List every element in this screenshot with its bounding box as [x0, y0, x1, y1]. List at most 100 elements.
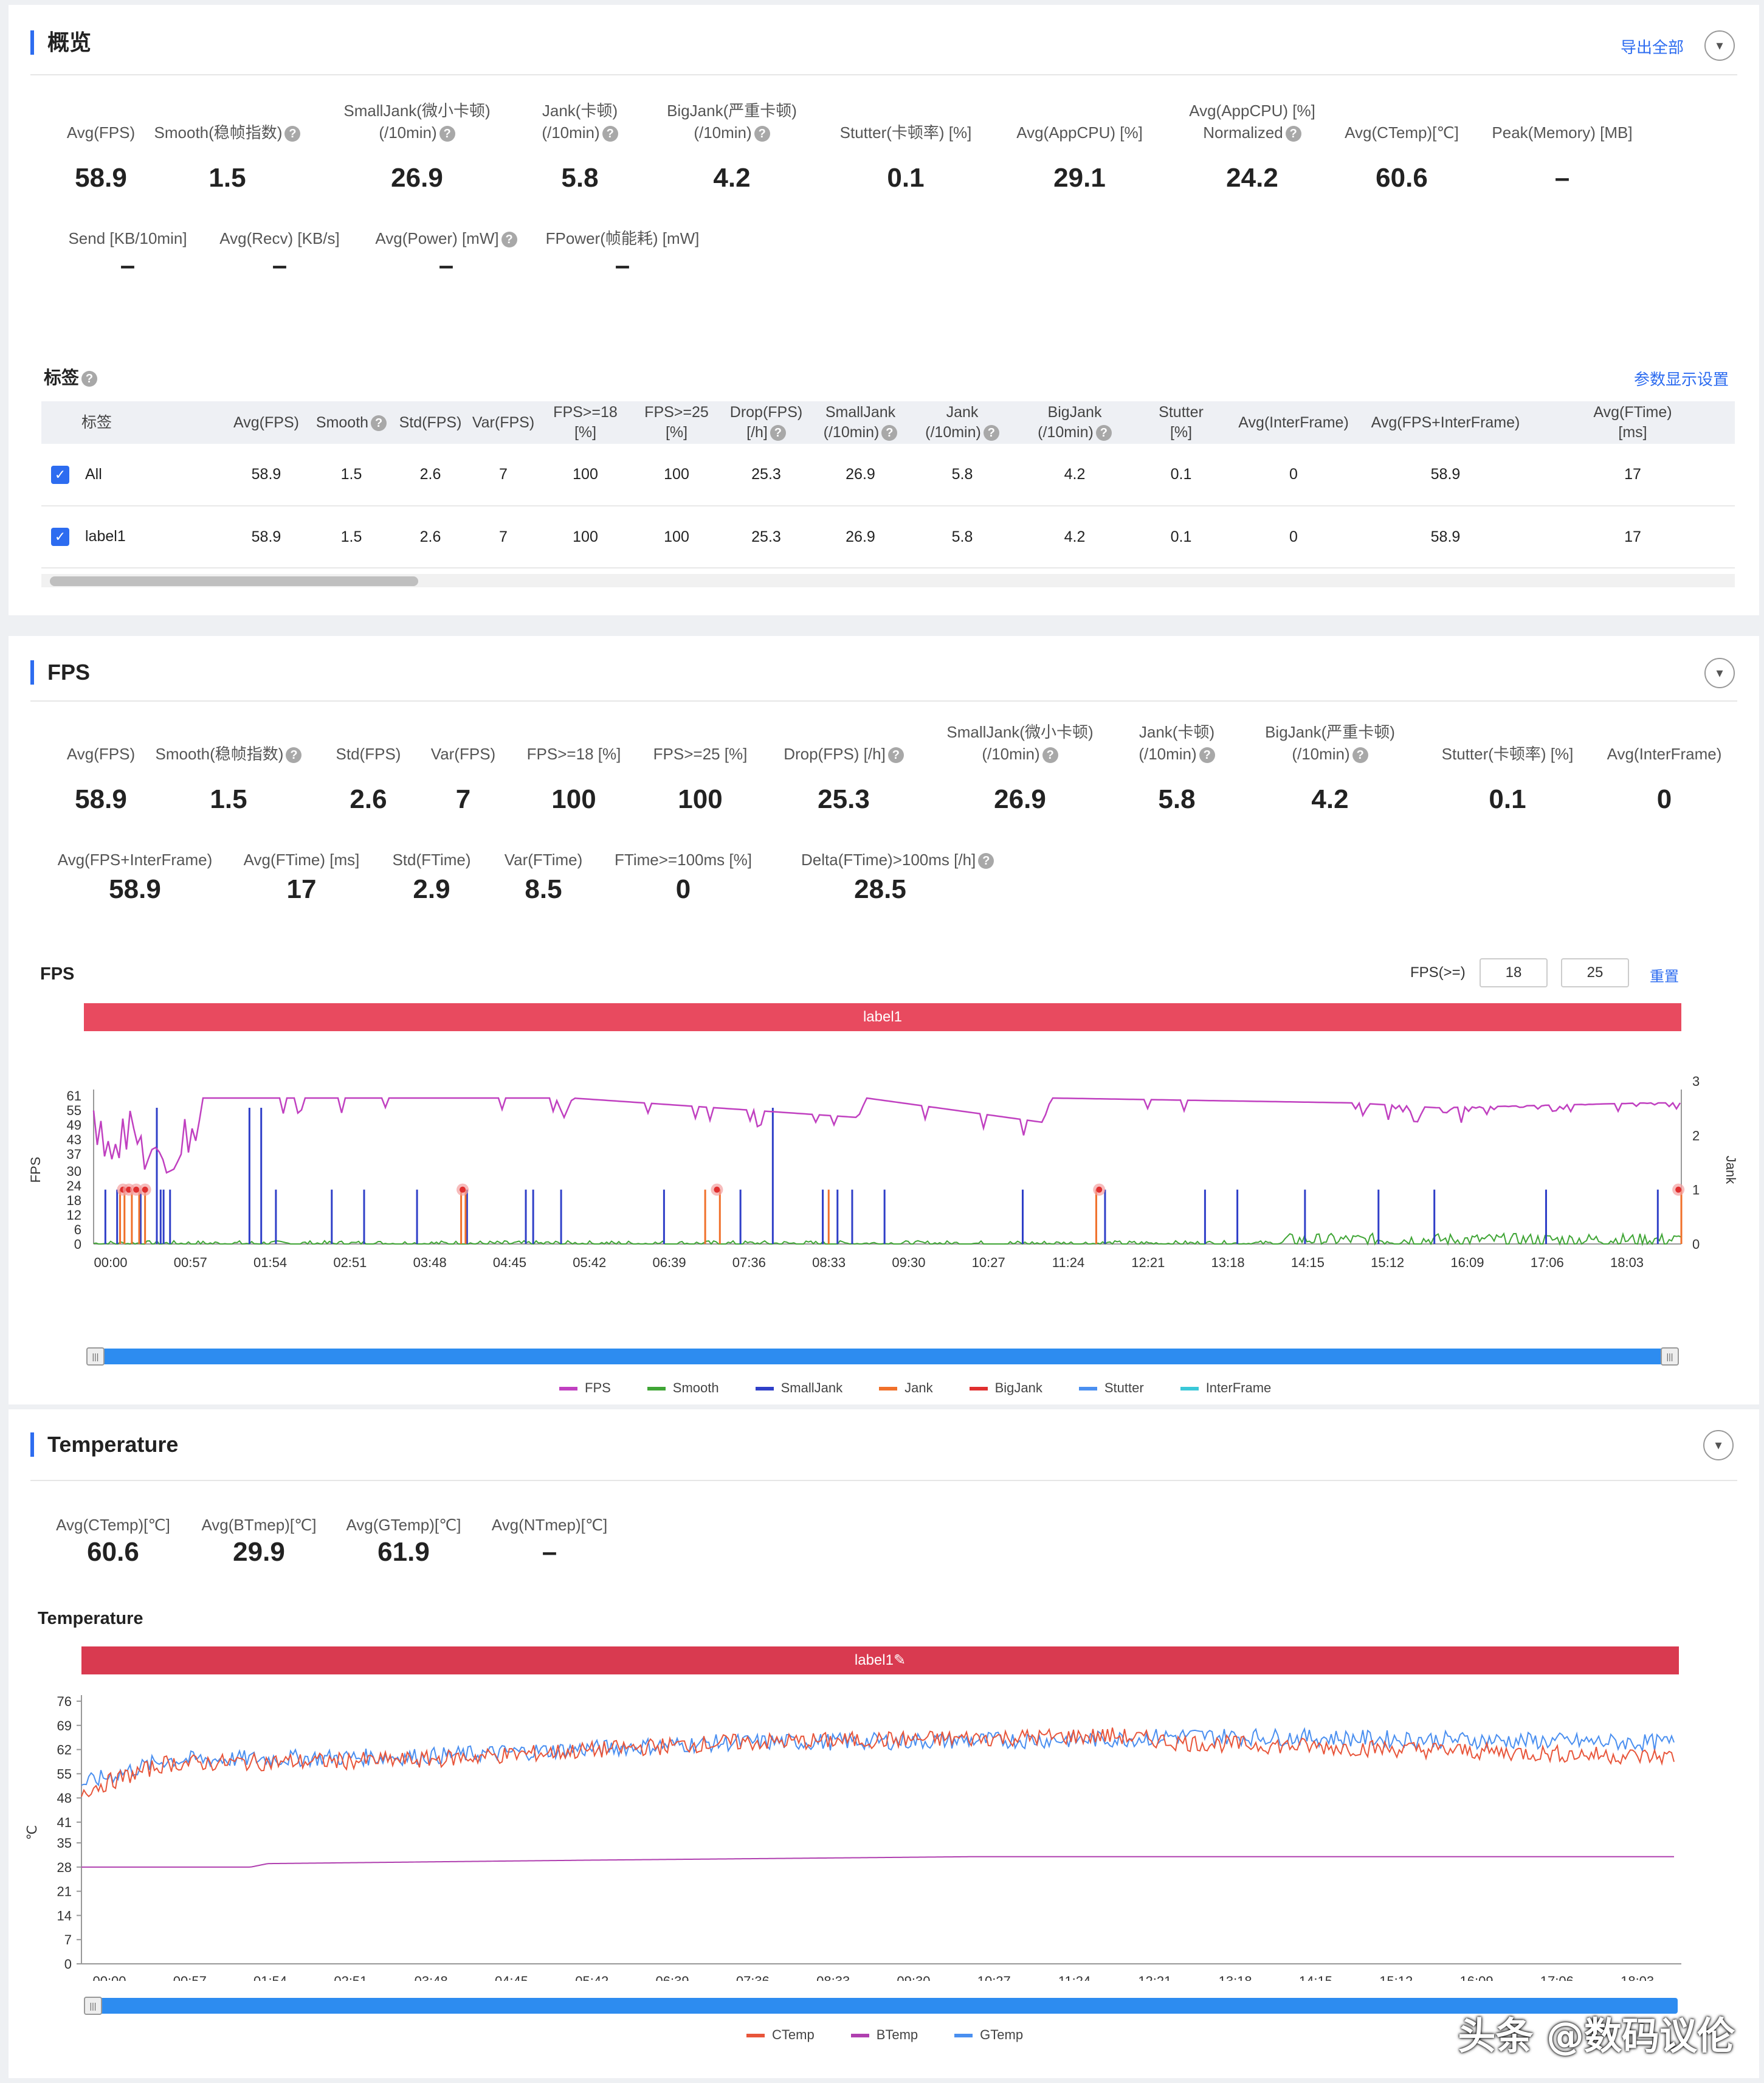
metric: Stutter(卡顿率) [%] 0.1 [827, 100, 985, 193]
threshold-input-18[interactable]: 18 [1480, 958, 1548, 987]
help-icon[interactable]: ? [1352, 747, 1368, 764]
section-title-temperature: Temperature [30, 1432, 178, 1457]
y-tick-label: 37 [67, 1147, 81, 1162]
help-icon[interactable]: ? [770, 425, 786, 441]
x-tick-label: 16:09 [1450, 1255, 1484, 1268]
help-icon[interactable]: ? [501, 232, 517, 248]
legend-item[interactable]: BigJank [969, 1380, 1042, 1396]
table-header: 标签 [41, 401, 224, 444]
threshold-input-25[interactable]: 25 [1561, 958, 1629, 987]
metric-label: Std(FTime) [392, 851, 471, 869]
checkbox[interactable]: ✓ [51, 465, 69, 484]
metric: FPS>=18 [%] 100 [495, 721, 653, 814]
legend-item[interactable]: CTemp [746, 2027, 815, 2043]
table-cell: 0 [1227, 506, 1360, 568]
legend-item[interactable]: GTemp [954, 2027, 1023, 2043]
x-tick-label: 00:57 [173, 1974, 207, 1981]
chevron-down-icon[interactable]: ▾ [1704, 658, 1735, 688]
table-scrollbar[interactable] [50, 576, 418, 586]
metric: Stutter(卡顿率) [%] 0.1 [1428, 721, 1587, 814]
pencil-icon[interactable]: ✎ [893, 1652, 906, 1668]
metric-label: Stutter(卡顿率) [%] [1441, 745, 1574, 763]
help-icon[interactable]: ? [1285, 126, 1301, 142]
checkbox[interactable]: ✓ [51, 528, 69, 546]
x-tick-label: 08:33 [816, 1974, 850, 1981]
help-icon[interactable]: ? [81, 371, 98, 387]
y-tick-label: 55 [67, 1103, 81, 1118]
param-settings-link[interactable]: 参数显示设置 [1634, 370, 1729, 389]
x-tick-label: 16:09 [1460, 1974, 1494, 1981]
help-icon[interactable]: ? [1095, 425, 1112, 441]
help-icon[interactable]: ? [286, 747, 302, 764]
metric-label: Stutter(卡顿率) [%] [839, 123, 972, 142]
metric-label: Avg(InterFrame) [1607, 745, 1722, 763]
metric-label: Var(FTime) [504, 851, 583, 869]
help-icon[interactable]: ? [983, 425, 999, 441]
table-header: Smooth? [309, 401, 394, 444]
legend-item[interactable]: FPS [559, 1380, 611, 1396]
legend-item[interactable]: Jank [879, 1380, 933, 1396]
chevron-down-icon[interactable]: ▾ [1703, 1430, 1734, 1460]
table-cell: 7 [467, 444, 540, 506]
metric-value: 24.2 [1226, 163, 1278, 193]
slider-handle-left[interactable]: ||| [84, 1997, 102, 2015]
help-icon[interactable]: ? [978, 853, 994, 869]
x-tick-label: 00:00 [92, 1974, 126, 1981]
label-bar[interactable]: label1✎ [81, 1646, 1679, 1674]
help-icon[interactable]: ? [284, 126, 301, 142]
table-cell: 100 [631, 506, 722, 568]
slider-handle-right[interactable]: ||| [1661, 1347, 1679, 1366]
chevron-down-icon[interactable]: ▾ [1704, 30, 1735, 61]
metric-value: 61.9 [377, 1537, 430, 1567]
help-icon[interactable]: ? [1199, 747, 1215, 764]
table-cell[interactable]: ✓ label1 [41, 506, 224, 568]
legend-swatch [879, 1387, 898, 1391]
y-tick-label: 69 [57, 1718, 72, 1733]
metric-label: Avg(AppCPU) [%] Normalized? [1189, 102, 1315, 142]
time-range-slider[interactable] [91, 1349, 1672, 1364]
x-tick-label: 04:45 [495, 1974, 528, 1981]
help-icon[interactable]: ? [371, 415, 387, 431]
table-cell: 4.2 [1014, 444, 1135, 506]
y-axis-label: ℃ [24, 1825, 40, 1840]
y-tick-label: 18 [67, 1193, 81, 1208]
metric: Avg(BTmep)[℃] 29.9 [180, 1492, 338, 1567]
metric-value: 1.5 [208, 163, 246, 193]
metric: Send [KB/10min] – [49, 206, 207, 280]
metric-label: SmallJank(微小卡顿) (/10min)? [343, 102, 491, 142]
legend-swatch [647, 1387, 666, 1391]
help-icon[interactable]: ? [887, 747, 904, 764]
help-icon[interactable]: ? [1042, 747, 1058, 764]
export-all-link[interactable]: 导出全部 [1621, 38, 1684, 57]
y2-tick-label: 2 [1692, 1128, 1700, 1143]
legend-item[interactable]: SmallJank [755, 1380, 842, 1396]
metric-value: 26.9 [994, 784, 1046, 814]
table-header: BigJank (/10min)? [1014, 401, 1135, 444]
legend-item[interactable]: BTemp [850, 2027, 918, 2043]
legend-item[interactable]: Smooth [647, 1380, 719, 1396]
temperature-chart-title: Temperature [38, 1609, 143, 1628]
help-icon[interactable]: ? [754, 126, 770, 142]
label-bar[interactable]: label1 [84, 1003, 1681, 1031]
legend-item[interactable]: InterFrame [1180, 1380, 1271, 1396]
time-range-slider[interactable] [91, 1998, 1678, 2014]
help-icon[interactable]: ? [439, 126, 455, 142]
metric-value: 100 [551, 784, 596, 814]
metric-value: – [438, 250, 454, 280]
table-cell: 1.5 [309, 506, 394, 568]
table-row[interactable]: ✓ All 58.9 1.5 2.6 7 100 100 25.3 26.9 5.8 4.2 0.1 0 5… [41, 444, 1735, 506]
help-icon[interactable]: ? [881, 425, 898, 441]
metric: BigJank(严重卡顿) (/10min)? 4.2 [653, 100, 811, 193]
reset-button[interactable]: 重置 [1650, 969, 1679, 985]
table-cell[interactable]: ✓ All [41, 444, 224, 506]
metric-label: Drop(FPS) [/h]? [765, 743, 923, 765]
help-icon[interactable]: ? [602, 126, 618, 142]
table-row[interactable]: ✓ label1 58.9 1.5 2.6 7 100 100 25.3 26.9 5.8 4.2 0.… [41, 506, 1735, 568]
table-cell: 2.6 [394, 506, 467, 568]
slider-handle-left[interactable]: ||| [86, 1347, 105, 1366]
legend-item[interactable]: Stutter [1078, 1380, 1144, 1396]
table-header: SmallJank (/10min)? [810, 401, 911, 444]
table-cell: 58.9 [224, 444, 309, 506]
metric-label: FPS>=25 [%] [653, 745, 748, 763]
